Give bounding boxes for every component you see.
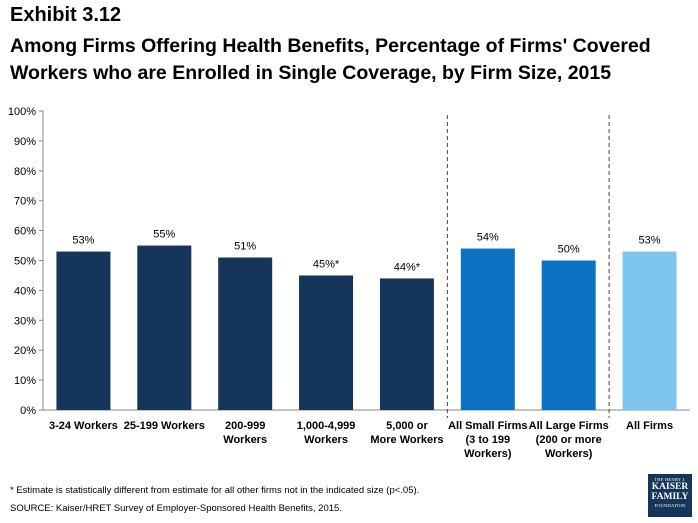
category-label: (200 or more (536, 434, 602, 446)
y-tick-label: 60% (14, 226, 36, 238)
bar (56, 251, 111, 410)
bar (622, 251, 677, 410)
data-label: 55% (153, 229, 175, 241)
category-label: Workers) (464, 448, 512, 460)
logo-line-4: FOUNDATION (654, 503, 686, 508)
category-label: 5,000 or (386, 420, 428, 432)
bar (218, 257, 273, 410)
bar (137, 245, 192, 410)
data-label: 45%* (313, 258, 340, 270)
bar (541, 260, 596, 410)
y-tick-label: 10% (14, 375, 36, 387)
y-tick-label: 30% (14, 315, 36, 327)
category-label: (3 to 199 (465, 434, 510, 446)
y-tick-label: 40% (14, 285, 36, 297)
category-label: 25-199 Workers (124, 420, 205, 432)
category-label: 1,000-4,999 (297, 420, 356, 432)
bar (299, 275, 354, 410)
category-label: 3-24 Workers (49, 420, 118, 432)
y-tick-label: 80% (14, 166, 36, 178)
data-label: 53% (639, 235, 661, 247)
data-label: 51% (234, 241, 256, 253)
category-label: Workers) (545, 448, 593, 460)
category-label: All Small Firms (448, 420, 527, 432)
category-label: Workers (223, 434, 267, 446)
logo-line-2: KAISER (651, 482, 689, 492)
category-label: All Firms (626, 420, 673, 432)
data-label: 50% (558, 244, 580, 256)
data-label: 53% (72, 235, 94, 247)
y-tick-label: 0% (20, 405, 36, 417)
footnote: * Estimate is statistically different fr… (10, 485, 420, 496)
y-tick-label: 100% (8, 106, 36, 118)
y-tick-label: 20% (14, 345, 36, 357)
category-label: Workers (304, 434, 348, 446)
exhibit-number: Exhibit 3.12 (10, 4, 122, 26)
bar-chart: 0% 10% 20% 30% 40% 50% 60% 70% 80% 90% 100% 53% 3-24… (8, 106, 690, 460)
logo-line-3: FAMILY (651, 492, 689, 502)
source-note: SOURCE: Kaiser/HRET Survey of Employer-S… (10, 503, 342, 514)
category-label: All Large Firms (529, 420, 609, 432)
bar (379, 278, 434, 410)
category-label: 200-999 (225, 420, 265, 432)
logo-line-1: THE HENRY J. (654, 477, 686, 482)
data-label: 44%* (394, 261, 421, 273)
data-label: 54% (477, 232, 499, 244)
chart-title: Among Firms Offering Health Benefits, Pe… (10, 35, 651, 84)
kff-logo: THE HENRY J. KAISER FAMILY FOUNDATION (648, 474, 692, 517)
y-tick-label: 90% (14, 136, 36, 148)
y-tick-label: 70% (14, 196, 36, 208)
category-label: More Workers (370, 434, 443, 446)
y-tick-label: 50% (14, 256, 36, 268)
bar (460, 248, 515, 410)
